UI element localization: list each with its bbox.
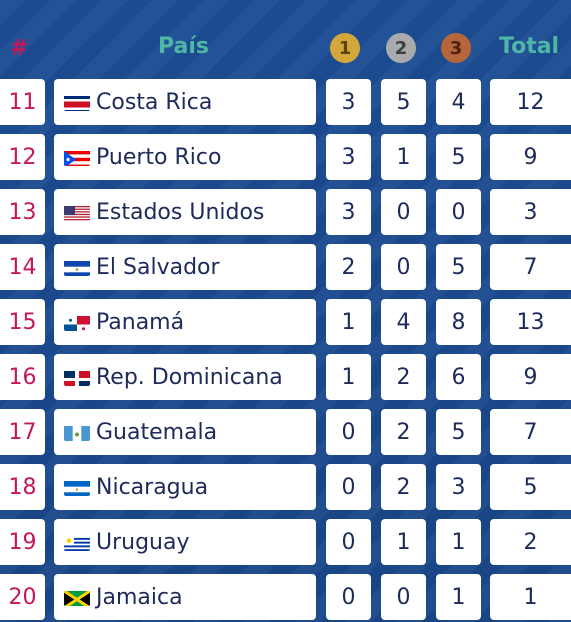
country-name: Estados Unidos	[96, 199, 265, 225]
usa-flag-icon	[64, 204, 90, 221]
table-header: # País 1 2 3 Total	[0, 0, 571, 80]
bronze-count: 8	[436, 299, 481, 345]
country-name: Uruguay	[96, 529, 190, 555]
silver-count: 1	[381, 134, 426, 180]
gold-count: 1	[326, 354, 371, 400]
silver-count: 2	[381, 464, 426, 510]
country-name: Puerto Rico	[96, 144, 222, 170]
gold-count: 3	[326, 134, 371, 180]
country-header: País	[158, 34, 210, 59]
total-count: 12	[490, 79, 571, 125]
puerto-rico-flag-icon	[64, 149, 90, 166]
gold-count: 1	[326, 299, 371, 345]
bronze-count: 3	[436, 464, 481, 510]
total-count: 13	[490, 299, 571, 345]
total-count: 1	[490, 574, 571, 620]
country-name: Rep. Dominicana	[96, 364, 283, 390]
silver-count: 2	[381, 409, 426, 455]
total-count: 3	[490, 189, 571, 235]
gold-medal-icon: 1	[330, 33, 360, 63]
gold-count: 3	[326, 189, 371, 235]
total-header: Total	[499, 34, 560, 59]
dominican-republic-flag-icon	[64, 369, 90, 386]
rank-cell: 11	[0, 79, 45, 125]
bronze-count: 6	[436, 354, 481, 400]
guatemala-flag-icon	[64, 424, 90, 441]
country-name: Jamaica	[96, 584, 183, 610]
total-count: 7	[490, 409, 571, 455]
rank-cell: 14	[0, 244, 45, 290]
silver-count: 0	[381, 574, 426, 620]
country-cell: Costa Rica	[54, 79, 316, 125]
country-cell: Panamá	[54, 299, 316, 345]
bronze-count: 1	[436, 574, 481, 620]
table-row: 17 Guatemala 0 2 5 7	[0, 409, 571, 455]
gold-count: 0	[326, 464, 371, 510]
gold-count: 3	[326, 79, 371, 125]
rank-cell: 15	[0, 299, 45, 345]
rank-header: #	[10, 36, 29, 61]
total-count: 9	[490, 354, 571, 400]
country-cell: Rep. Dominicana	[54, 354, 316, 400]
rank-cell: 19	[0, 519, 45, 565]
nicaragua-flag-icon	[64, 479, 90, 496]
table-row: 11 Costa Rica 3 5 4 12	[0, 79, 571, 125]
total-count: 5	[490, 464, 571, 510]
rank-cell: 20	[0, 574, 45, 620]
bronze-count: 5	[436, 244, 481, 290]
costa-rica-flag-icon	[64, 94, 90, 111]
table-row: 19 Uruguay 0 1 1 2	[0, 519, 571, 565]
silver-count: 0	[381, 244, 426, 290]
gold-count: 0	[326, 519, 371, 565]
table-row: 12 Puerto Rico 3 1 5 9	[0, 134, 571, 180]
table-row: 18 Nicaragua 0 2 3 5	[0, 464, 571, 510]
country-name: Costa Rica	[96, 89, 213, 115]
uruguay-flag-icon	[64, 534, 90, 551]
country-cell: Puerto Rico	[54, 134, 316, 180]
table-row: 14 El Salvador 2 0 5 7	[0, 244, 571, 290]
rank-cell: 13	[0, 189, 45, 235]
rank-cell: 12	[0, 134, 45, 180]
silver-count: 0	[381, 189, 426, 235]
country-cell: Nicaragua	[54, 464, 316, 510]
country-name: Nicaragua	[96, 474, 209, 500]
country-cell: Uruguay	[54, 519, 316, 565]
bronze-medal-icon: 3	[441, 33, 471, 63]
bronze-count: 1	[436, 519, 481, 565]
total-count: 2	[490, 519, 571, 565]
rank-cell: 16	[0, 354, 45, 400]
gold-count: 0	[326, 574, 371, 620]
silver-count: 5	[381, 79, 426, 125]
el-salvador-flag-icon	[64, 259, 90, 276]
panama-flag-icon	[64, 314, 90, 331]
table-row: 13 Estados Unidos 3 0 0 3	[0, 189, 571, 235]
table-row: 16 Rep. Dominicana 1 2 6 9	[0, 354, 571, 400]
country-cell: Estados Unidos	[54, 189, 316, 235]
country-cell: Jamaica	[54, 574, 316, 620]
jamaica-flag-icon	[64, 589, 90, 606]
silver-count: 4	[381, 299, 426, 345]
country-name: El Salvador	[96, 254, 220, 280]
country-name: Panamá	[96, 309, 185, 335]
bronze-count: 4	[436, 79, 481, 125]
total-count: 7	[490, 244, 571, 290]
rank-cell: 18	[0, 464, 45, 510]
total-count: 9	[490, 134, 571, 180]
rank-cell: 17	[0, 409, 45, 455]
table-row: 15 Panamá 1 4 8 13	[0, 299, 571, 345]
silver-count: 2	[381, 354, 426, 400]
bronze-count: 0	[436, 189, 481, 235]
table-row: 20 Jamaica 0 0 1 1	[0, 574, 571, 620]
bronze-count: 5	[436, 409, 481, 455]
silver-count: 1	[381, 519, 426, 565]
gold-count: 0	[326, 409, 371, 455]
gold-count: 2	[326, 244, 371, 290]
country-cell: El Salvador	[54, 244, 316, 290]
bronze-count: 5	[436, 134, 481, 180]
country-cell: Guatemala	[54, 409, 316, 455]
country-name: Guatemala	[96, 419, 218, 445]
silver-medal-icon: 2	[386, 33, 416, 63]
